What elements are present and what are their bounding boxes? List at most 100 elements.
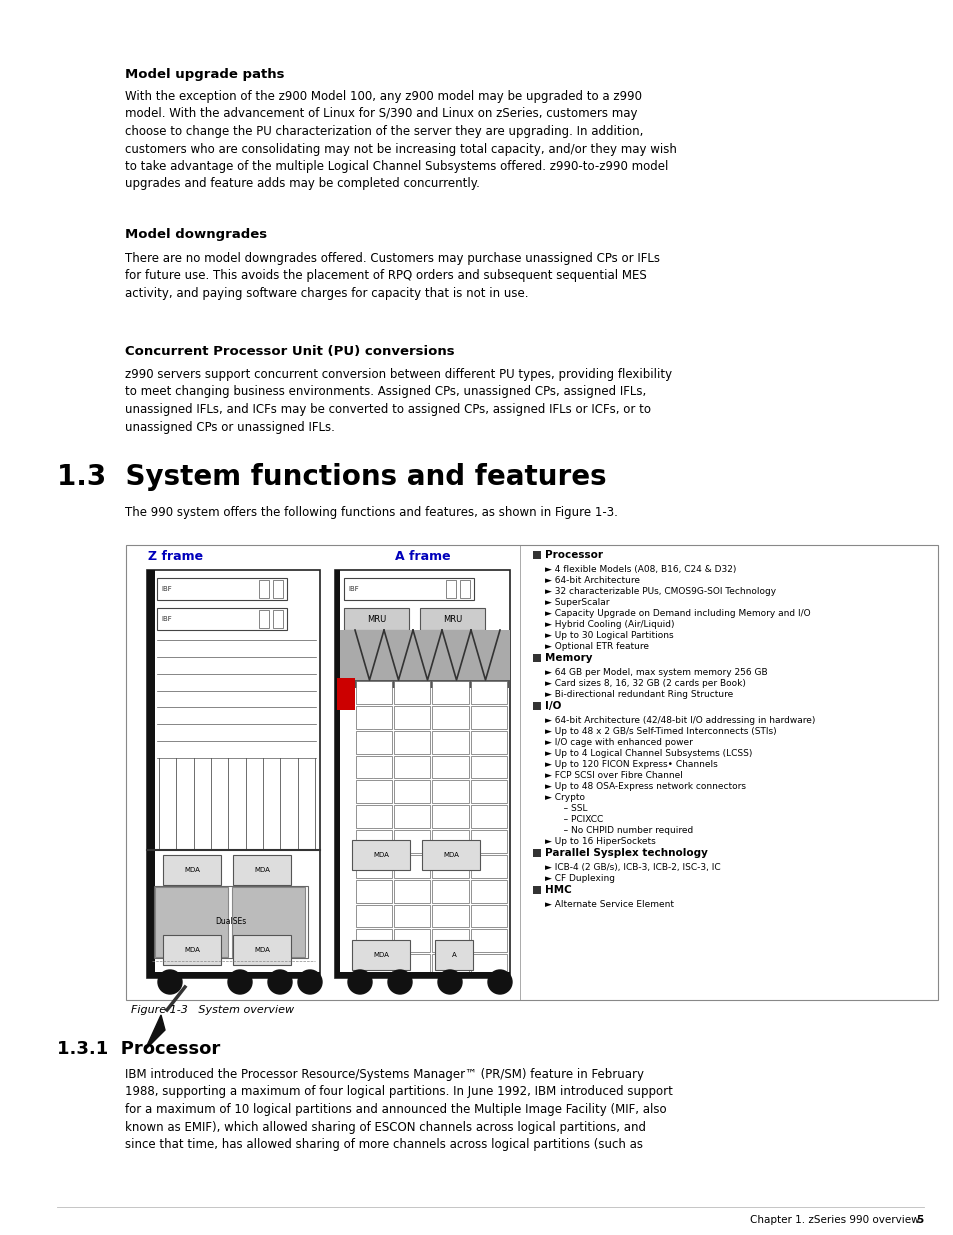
Bar [432, 955, 468, 977]
Bar [394, 731, 430, 753]
Bar [394, 805, 430, 827]
Text: HMC: HMC [544, 885, 571, 895]
Text: z990 servers support concurrent conversion between different PU types, providing: z990 servers support concurrent conversi… [125, 368, 672, 433]
Text: There are no model downgrades offered. Customers may purchase unassigned CPs or : There are no model downgrades offered. C… [125, 252, 659, 300]
Text: ► Up to 48 x 2 GB/s Self-Timed Interconnects (STIs): ► Up to 48 x 2 GB/s Self-Timed Interconn… [544, 727, 776, 736]
Text: ► Alternate Service Element: ► Alternate Service Element [544, 900, 673, 909]
Bar [355, 955, 392, 977]
Bar [258, 610, 269, 629]
Text: IBF: IBF [161, 616, 172, 622]
Text: ► Crypto: ► Crypto [544, 793, 584, 802]
Bar [394, 756, 430, 778]
Circle shape [437, 969, 461, 994]
Text: 1.3  System functions and features: 1.3 System functions and features [57, 463, 606, 492]
Text: ► Up to 120 FICON Express• Channels: ► Up to 120 FICON Express• Channels [544, 760, 717, 769]
Text: ► ICB-4 (2 GB/s), ICB-3, ICB-2, ISC-3, IC: ► ICB-4 (2 GB/s), ICB-3, ICB-2, ISC-3, I… [544, 863, 720, 872]
Bar [470, 955, 506, 977]
Bar [533, 885, 540, 894]
Text: ► FCP SCSI over Fibre Channel: ► FCP SCSI over Fibre Channel [544, 771, 682, 781]
Bar [335, 972, 510, 978]
Text: Model upgrade paths: Model upgrade paths [125, 68, 284, 82]
Text: I/O: I/O [544, 701, 560, 711]
Circle shape [388, 969, 412, 994]
Text: Concurrent Processor Unit (PU) conversions: Concurrent Processor Unit (PU) conversio… [125, 345, 455, 358]
Bar [163, 855, 221, 885]
Text: IBF: IBF [348, 585, 358, 592]
Text: ► 64-bit Architecture: ► 64-bit Architecture [544, 576, 639, 585]
Text: The 990 system offers the following functions and features, as shown in Figure 1: The 990 system offers the following func… [125, 506, 618, 519]
Text: ► Up to 48 OSA-Express network connectors: ► Up to 48 OSA-Express network connector… [544, 782, 745, 790]
Bar [147, 571, 319, 978]
Bar [470, 929, 506, 952]
Bar [470, 731, 506, 753]
Bar [153, 885, 308, 958]
Bar [273, 580, 283, 598]
Text: A: A [451, 952, 456, 958]
Bar [336, 678, 355, 710]
Text: ► CF Duplexing: ► CF Duplexing [544, 874, 615, 883]
Text: Processor: Processor [544, 550, 602, 559]
Bar [157, 578, 287, 600]
Bar [459, 580, 470, 598]
Bar [233, 855, 291, 885]
Bar [355, 731, 392, 753]
Text: ► I/O cage with enhanced power: ► I/O cage with enhanced power [544, 739, 692, 747]
Text: ► SuperScalar: ► SuperScalar [544, 598, 609, 606]
Bar [233, 935, 291, 965]
Text: ► Up to 16 HiperSockets: ► Up to 16 HiperSockets [544, 837, 655, 846]
Bar [533, 701, 540, 710]
Text: – SSL: – SSL [555, 804, 587, 813]
Bar [421, 840, 479, 869]
Bar [355, 781, 392, 803]
Text: DualSEs: DualSEs [215, 918, 247, 926]
Bar [470, 879, 506, 903]
Bar [157, 608, 287, 630]
Bar [355, 706, 392, 729]
Bar [432, 680, 468, 704]
Bar [232, 887, 305, 957]
Bar [533, 655, 540, 662]
Circle shape [488, 969, 512, 994]
Bar [339, 680, 510, 688]
Circle shape [297, 969, 322, 994]
Text: ► Hybrid Cooling (Air/Liquid): ► Hybrid Cooling (Air/Liquid) [544, 620, 674, 629]
Bar [533, 551, 540, 559]
Bar [154, 887, 228, 957]
Bar [470, 805, 506, 827]
Bar [432, 805, 468, 827]
Text: 5: 5 [915, 1215, 923, 1225]
Text: MDA: MDA [373, 852, 389, 858]
Text: ► Up to 30 Logical Partitions: ► Up to 30 Logical Partitions [544, 631, 673, 640]
Text: – No CHPID number required: – No CHPID number required [555, 826, 693, 835]
Bar [432, 731, 468, 753]
Text: ► 64 GB per Model, max system memory 256 GB: ► 64 GB per Model, max system memory 256… [544, 668, 767, 677]
Bar [470, 756, 506, 778]
Bar [355, 680, 392, 704]
Bar [432, 904, 468, 927]
Text: MDA: MDA [184, 867, 200, 873]
Text: ► 32 characterizable PUs, CMOS9G-SOI Technology: ► 32 characterizable PUs, CMOS9G-SOI Tec… [544, 587, 776, 597]
Text: 1.3.1  Processor: 1.3.1 Processor [57, 1040, 220, 1058]
Bar [394, 706, 430, 729]
Bar [335, 571, 339, 978]
Bar [147, 571, 154, 978]
Text: A frame: A frame [395, 550, 450, 563]
Bar [344, 608, 409, 630]
Text: Model downgrades: Model downgrades [125, 228, 267, 241]
Text: Figure 1-3   System overview: Figure 1-3 System overview [131, 1005, 294, 1015]
Bar [344, 578, 474, 600]
Bar [394, 904, 430, 927]
Bar [355, 756, 392, 778]
Bar [394, 781, 430, 803]
Bar [355, 879, 392, 903]
Bar [432, 855, 468, 878]
Text: MDA: MDA [373, 952, 389, 958]
Bar [394, 855, 430, 878]
Bar [432, 879, 468, 903]
Bar [533, 848, 540, 857]
Bar [352, 840, 410, 869]
Bar [432, 929, 468, 952]
Text: Z frame: Z frame [148, 550, 203, 563]
Text: MDA: MDA [253, 947, 270, 953]
Bar [355, 855, 392, 878]
